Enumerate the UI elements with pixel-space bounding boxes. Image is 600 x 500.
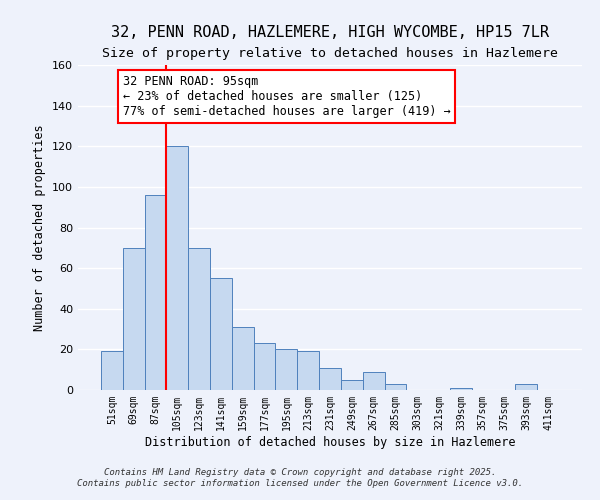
Y-axis label: Number of detached properties: Number of detached properties	[34, 124, 46, 331]
Bar	[232, 327, 254, 390]
Text: 32, PENN ROAD, HAZLEMERE, HIGH WYCOMBE, HP15 7LR: 32, PENN ROAD, HAZLEMERE, HIGH WYCOMBE, …	[111, 25, 549, 40]
Bar	[319, 368, 341, 390]
Text: Contains HM Land Registry data © Crown copyright and database right 2025.
Contai: Contains HM Land Registry data © Crown c…	[77, 468, 523, 487]
Bar	[297, 352, 319, 390]
Bar	[254, 344, 275, 390]
Bar	[385, 384, 406, 390]
Bar	[145, 195, 166, 390]
Text: Size of property relative to detached houses in Hazlemere: Size of property relative to detached ho…	[102, 48, 558, 60]
Bar	[515, 384, 537, 390]
Bar	[166, 146, 188, 390]
Bar	[450, 388, 472, 390]
Bar	[188, 248, 210, 390]
Bar	[101, 352, 123, 390]
X-axis label: Distribution of detached houses by size in Hazlemere: Distribution of detached houses by size …	[145, 436, 515, 448]
Bar	[363, 372, 385, 390]
Bar	[275, 350, 297, 390]
Text: 32 PENN ROAD: 95sqm
← 23% of detached houses are smaller (125)
77% of semi-detac: 32 PENN ROAD: 95sqm ← 23% of detached ho…	[123, 75, 451, 118]
Bar	[341, 380, 363, 390]
Bar	[210, 278, 232, 390]
Bar	[123, 248, 145, 390]
